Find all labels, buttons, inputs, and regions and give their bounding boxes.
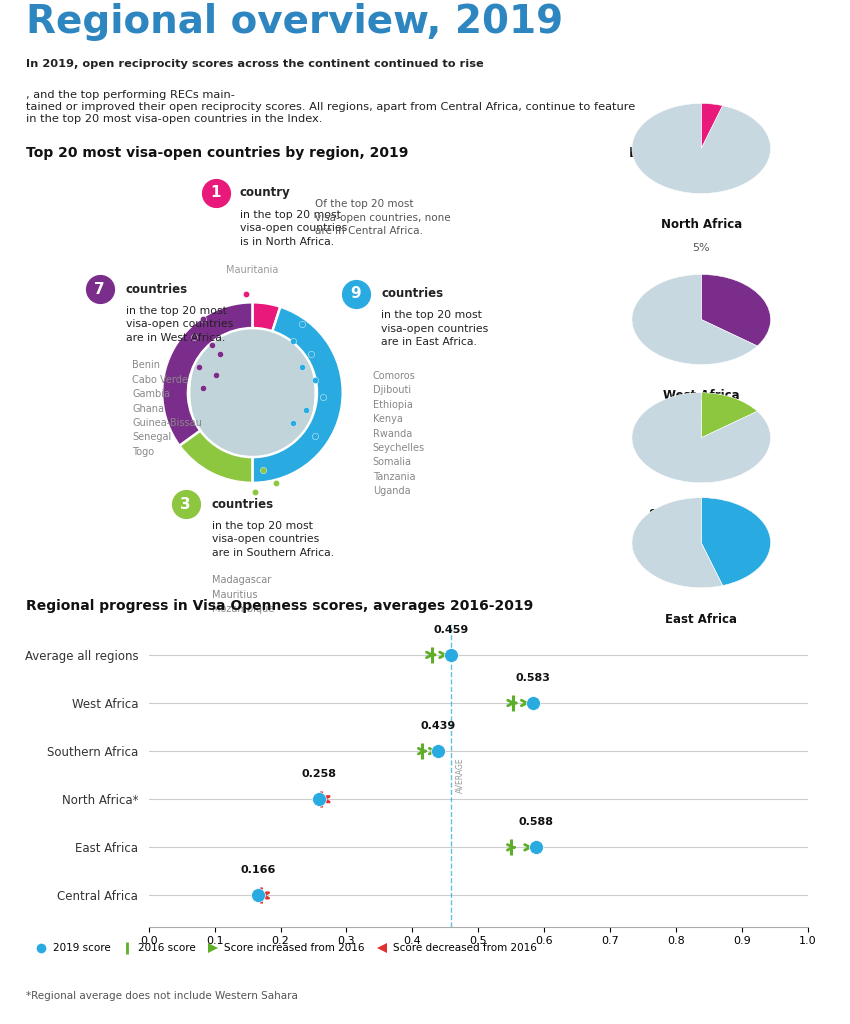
Text: Mauritania: Mauritania	[226, 265, 279, 275]
Text: 0.583: 0.583	[515, 673, 550, 683]
Wedge shape	[701, 274, 771, 346]
Text: Regional overview, 2019: Regional overview, 2019	[26, 3, 563, 41]
Text: West Africa: West Africa	[663, 389, 740, 402]
Wedge shape	[632, 274, 757, 365]
Text: in the top 20 most
visa-open countries
is in North Africa.: in the top 20 most visa-open countries i…	[240, 210, 347, 247]
Wedge shape	[632, 498, 722, 588]
Text: , and the top performing RECs main-
tained or improved their open reciprocity sc: , and the top performing RECs main- tain…	[26, 90, 635, 124]
Text: Top 20 most visa-open countries by region, 2019: Top 20 most visa-open countries by regio…	[26, 145, 408, 160]
Text: countries: countries	[212, 498, 274, 511]
Text: Southern Africa: Southern Africa	[649, 508, 753, 520]
Text: 0.588: 0.588	[518, 817, 553, 827]
Text: country: country	[240, 186, 291, 199]
Text: 15%: 15%	[689, 532, 713, 543]
Wedge shape	[162, 302, 252, 445]
Wedge shape	[632, 392, 771, 482]
Text: 0.439: 0.439	[420, 721, 456, 731]
Text: 0.258: 0.258	[301, 769, 337, 779]
Wedge shape	[701, 498, 771, 586]
Wedge shape	[701, 103, 722, 148]
Ellipse shape	[191, 316, 314, 469]
Wedge shape	[252, 302, 280, 331]
Text: in the top 20 most
visa-open countries
are in West Africa.: in the top 20 most visa-open countries a…	[126, 306, 233, 343]
Text: East Africa: East Africa	[666, 612, 737, 626]
Text: AVERAGE: AVERAGE	[456, 758, 465, 793]
Text: Comoros
Djibouti
Ethiopia
Kenya
Rwanda
Seychelles
Somalia
Tanzania
Uganda: Comoros Djibouti Ethiopia Kenya Rwanda S…	[373, 371, 425, 497]
Text: countries: countries	[126, 283, 188, 296]
Wedge shape	[632, 103, 771, 194]
Text: In 2019, open reciprocity scores across the continent continued to rise: In 2019, open reciprocity scores across …	[26, 59, 484, 70]
Text: By region, (%): By region, (%)	[629, 145, 740, 160]
Text: 3: 3	[180, 497, 191, 512]
Text: 1: 1	[211, 185, 221, 200]
Text: 7: 7	[94, 282, 105, 297]
Text: 9: 9	[350, 286, 361, 301]
Text: Benin
Cabo Verde
Gambia
Ghana
Guinea-Bissau
Senegal
Togo: Benin Cabo Verde Gambia Ghana Guinea-Bis…	[132, 360, 202, 457]
Text: Of the top 20 most
visa-open countries, none
are in Central Africa.: Of the top 20 most visa-open countries, …	[314, 199, 450, 237]
Text: countries: countries	[382, 287, 444, 300]
Wedge shape	[252, 307, 343, 483]
Text: *Regional average does not include Western Sahara: *Regional average does not include Weste…	[26, 991, 297, 1000]
Text: 5%: 5%	[693, 243, 710, 253]
Text: in the top 20 most
visa-open countries
are in Southern Africa.: in the top 20 most visa-open countries a…	[212, 521, 334, 558]
Text: North Africa: North Africa	[660, 218, 742, 231]
Text: Madagascar
Mauritius
Mozambique: Madagascar Mauritius Mozambique	[212, 575, 274, 614]
Text: 35%: 35%	[689, 414, 713, 424]
Wedge shape	[701, 392, 757, 438]
Text: 0.459: 0.459	[434, 625, 468, 635]
Legend: 2019 score, 2016 score, Score increased from 2016, Score decreased from 2016: 2019 score, 2016 score, Score increased …	[31, 939, 541, 957]
Text: 0.166: 0.166	[241, 865, 275, 876]
Wedge shape	[179, 430, 252, 483]
Text: 45%: 45%	[688, 637, 714, 647]
Text: in the top 20 most
visa-open countries
are in East Africa.: in the top 20 most visa-open countries a…	[382, 310, 489, 347]
Text: Regional progress in Visa Openness scores, averages 2016-2019: Regional progress in Visa Openness score…	[26, 599, 533, 613]
